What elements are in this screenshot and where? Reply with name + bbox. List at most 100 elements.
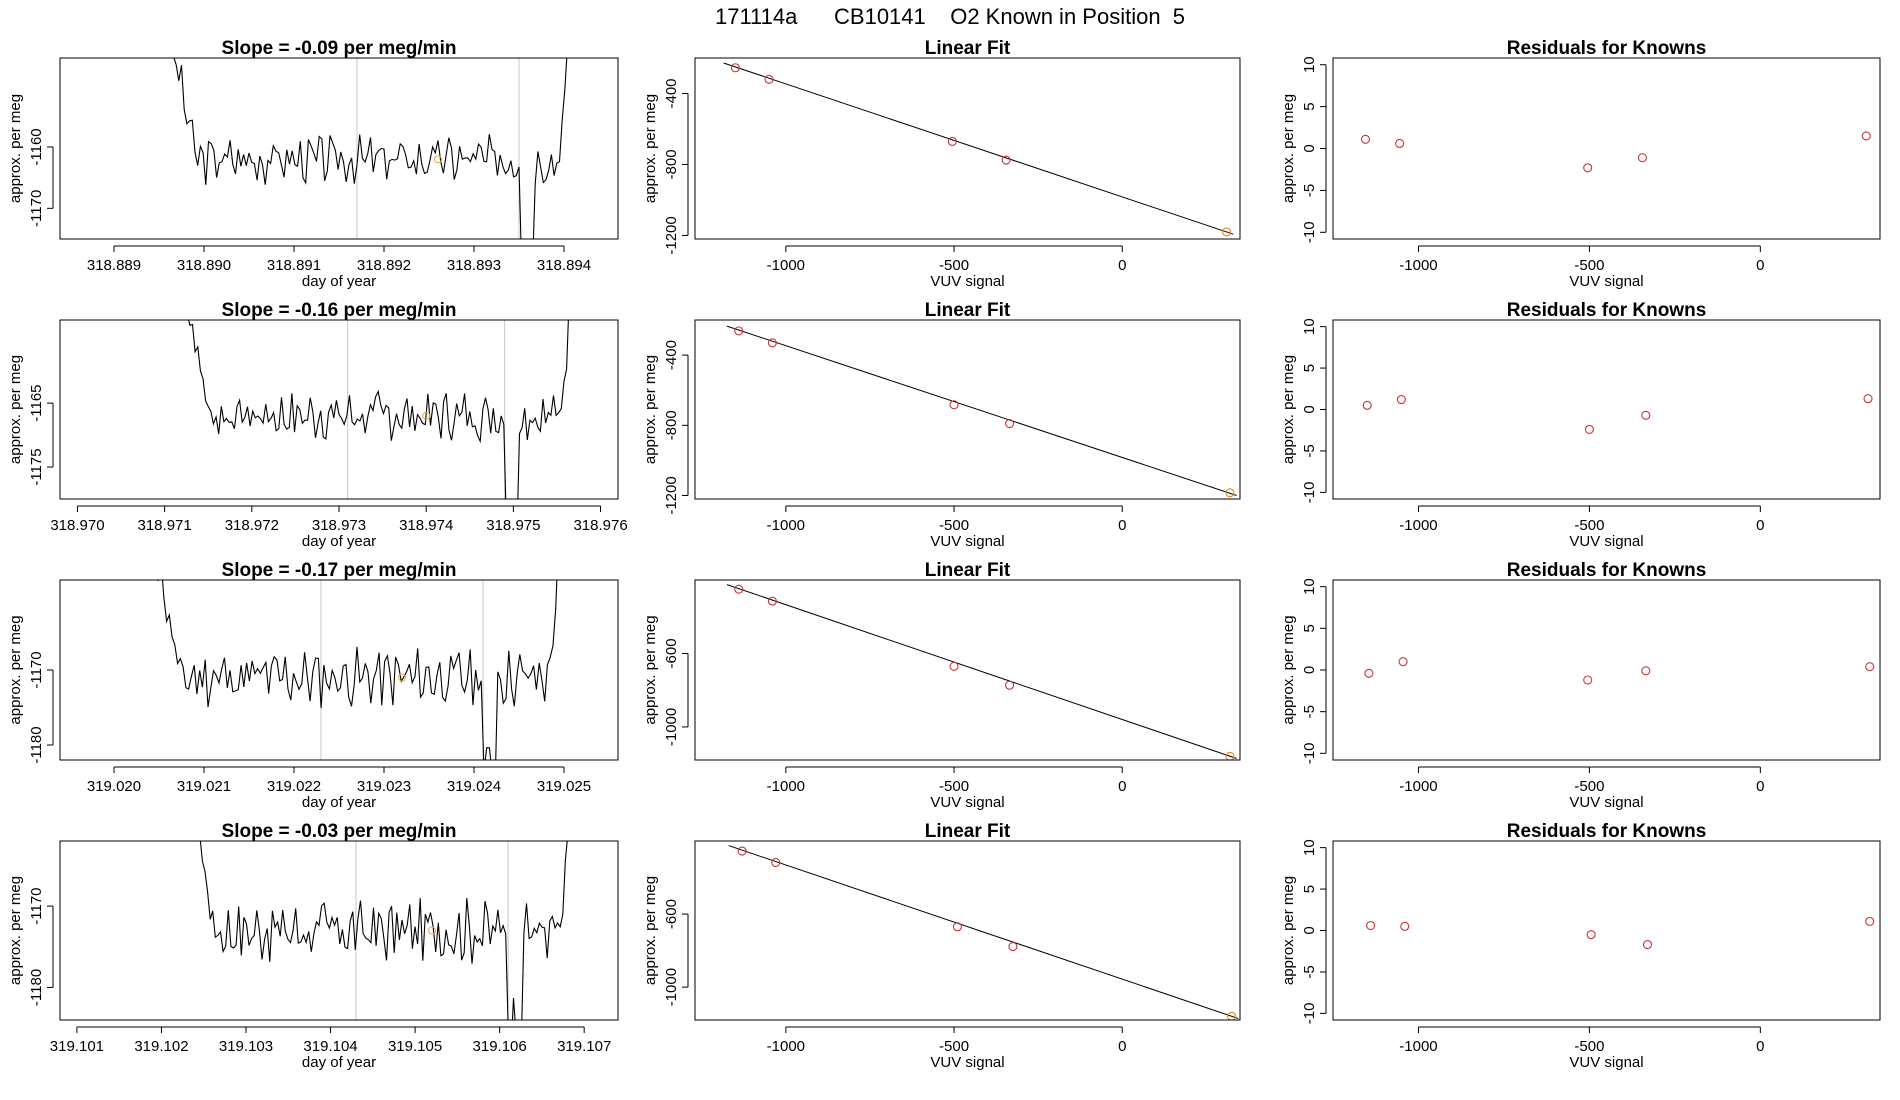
data-layer	[723, 62, 1234, 237]
x-tick-label: 319.104	[303, 1038, 357, 1055]
data-point	[1225, 751, 1235, 760]
chart-title: Linear Fit	[925, 560, 1011, 581]
signal-trace	[173, 58, 568, 239]
x-tick-label: -500	[1574, 778, 1604, 795]
x-tick-label: 319.106	[473, 1038, 527, 1055]
plot-frame	[59, 579, 619, 761]
x-tick-label: -1000	[767, 1038, 805, 1055]
data-point	[1364, 668, 1374, 678]
x-tick-label: 0	[1756, 517, 1764, 534]
plot-frame	[1332, 319, 1881, 500]
plot-frame	[59, 840, 619, 1021]
chart-panel: Linear Fit -1000 -500 0 VUV signal -1000 -600a…	[642, 821, 1241, 1071]
x-tick-label: 0	[1118, 778, 1126, 795]
y-tick-label: -1180	[28, 726, 45, 763]
chart-title: Slope = -0.09 per meg/min	[222, 38, 457, 59]
x-tick-label: -500	[1574, 257, 1604, 274]
x-tick-label: 0	[1756, 1038, 1764, 1055]
y-axis-label: approx. per meg	[642, 876, 659, 985]
data-point	[952, 922, 962, 932]
data-point	[1865, 916, 1875, 926]
data-point	[764, 74, 774, 84]
x-tick-label: 319.102	[134, 1038, 188, 1055]
chart-panel: Slope = -0.03 per meg/min 319.101 319.102 3…	[7, 821, 619, 1071]
data-layer	[173, 58, 568, 239]
x-axis-label: VUV signal	[1569, 533, 1643, 550]
y-tick-label: -10	[1301, 482, 1318, 504]
y-axis-label: approx. per meg	[642, 355, 659, 464]
chart-panel: Residuals for Knowns -1000 -500 0 VUV signal…	[1280, 300, 1881, 550]
data-point	[1360, 134, 1371, 144]
x-tick-label: 0	[1756, 257, 1764, 274]
signal-trace	[199, 841, 568, 1020]
data-layer	[728, 845, 1239, 1020]
y-tick-label: -1000	[663, 708, 680, 746]
x-tick-label: 319.020	[87, 778, 141, 795]
x-axis-label: VUV signal	[930, 1054, 1004, 1071]
page-title: 171114a CB10141 O2 Known in Position 5	[714, 4, 1186, 29]
data-point	[1583, 675, 1593, 685]
data-layer	[1362, 394, 1873, 434]
y-axis-label: approx. per meg	[7, 94, 24, 203]
x-axis-label: VUV signal	[930, 273, 1004, 290]
x-axis-label: day of year	[302, 273, 376, 290]
y-tick-label: -1165	[28, 384, 45, 421]
data-layer	[726, 584, 1237, 760]
chart-title: Slope = -0.16 per meg/min	[222, 300, 457, 321]
chart-panel: Residuals for Knowns -1000 -500 0 VUV signal…	[1280, 821, 1881, 1071]
y-tick-label: 10	[1301, 578, 1318, 595]
y-axis-label: approx. per meg	[1280, 876, 1297, 985]
y-tick-label: -1170	[28, 887, 45, 924]
data-point	[1362, 400, 1372, 410]
y-axis-label: approx. per meg	[642, 94, 659, 203]
x-tick-label: 318.891	[267, 257, 321, 274]
plot-frame	[59, 57, 619, 240]
x-tick-label: 0	[1118, 257, 1126, 274]
x-tick-label: 318.976	[573, 517, 627, 534]
data-layer	[1360, 131, 1871, 173]
x-tick-label: -1000	[767, 778, 805, 795]
x-tick-label: 319.107	[557, 1038, 611, 1055]
data-point	[1001, 155, 1011, 165]
y-axis-label: approx. per meg	[1280, 615, 1297, 724]
data-point	[1395, 138, 1405, 149]
y-tick-label: -800	[663, 149, 680, 179]
data-point	[1642, 940, 1653, 950]
y-axis-label: approx. per meg	[642, 615, 659, 724]
chart-panel: Linear Fit -1000 -500 0 VUV signal -1200 -800 -…	[642, 300, 1241, 550]
x-tick-label: 319.023	[357, 778, 411, 795]
y-axis-label: approx. per meg	[1280, 355, 1297, 464]
plot-frame	[1332, 579, 1881, 761]
data-point	[1637, 153, 1647, 163]
y-tick-label: -1200	[663, 216, 680, 254]
data-layer	[1366, 916, 1875, 950]
y-tick-label: -400	[663, 78, 680, 108]
x-axis-label: VUV signal	[1569, 794, 1643, 811]
y-tick-label: -1200	[663, 476, 680, 514]
signal-trace	[157, 580, 558, 760]
x-tick-label: -1000	[1399, 778, 1437, 795]
x-tick-label: -500	[939, 1038, 969, 1055]
data-layer	[726, 325, 1237, 498]
y-tick-label: -600	[663, 899, 680, 929]
y-tick-label: -10	[1301, 742, 1318, 764]
data-point	[1861, 131, 1871, 141]
x-tick-label: 319.103	[219, 1038, 273, 1055]
data-point	[398, 673, 406, 682]
data-point	[1005, 680, 1015, 690]
data-layer	[1364, 657, 1875, 685]
x-tick-label: 318.973	[312, 517, 366, 534]
x-tick-label: 318.972	[225, 517, 279, 534]
y-axis-label: approx. per meg	[7, 615, 24, 724]
data-point	[734, 584, 744, 594]
data-point	[1396, 395, 1406, 405]
chart-panel: Residuals for Knowns -1000 -500 0 VUV signal…	[1280, 560, 1881, 811]
data-layer	[199, 841, 568, 1020]
data-point	[730, 63, 740, 73]
data-point	[734, 326, 744, 336]
plot-frame	[694, 579, 1241, 761]
chart-title: Linear Fit	[925, 38, 1011, 59]
x-tick-label: 0	[1118, 1038, 1126, 1055]
y-tick-label: 0	[1301, 666, 1318, 674]
